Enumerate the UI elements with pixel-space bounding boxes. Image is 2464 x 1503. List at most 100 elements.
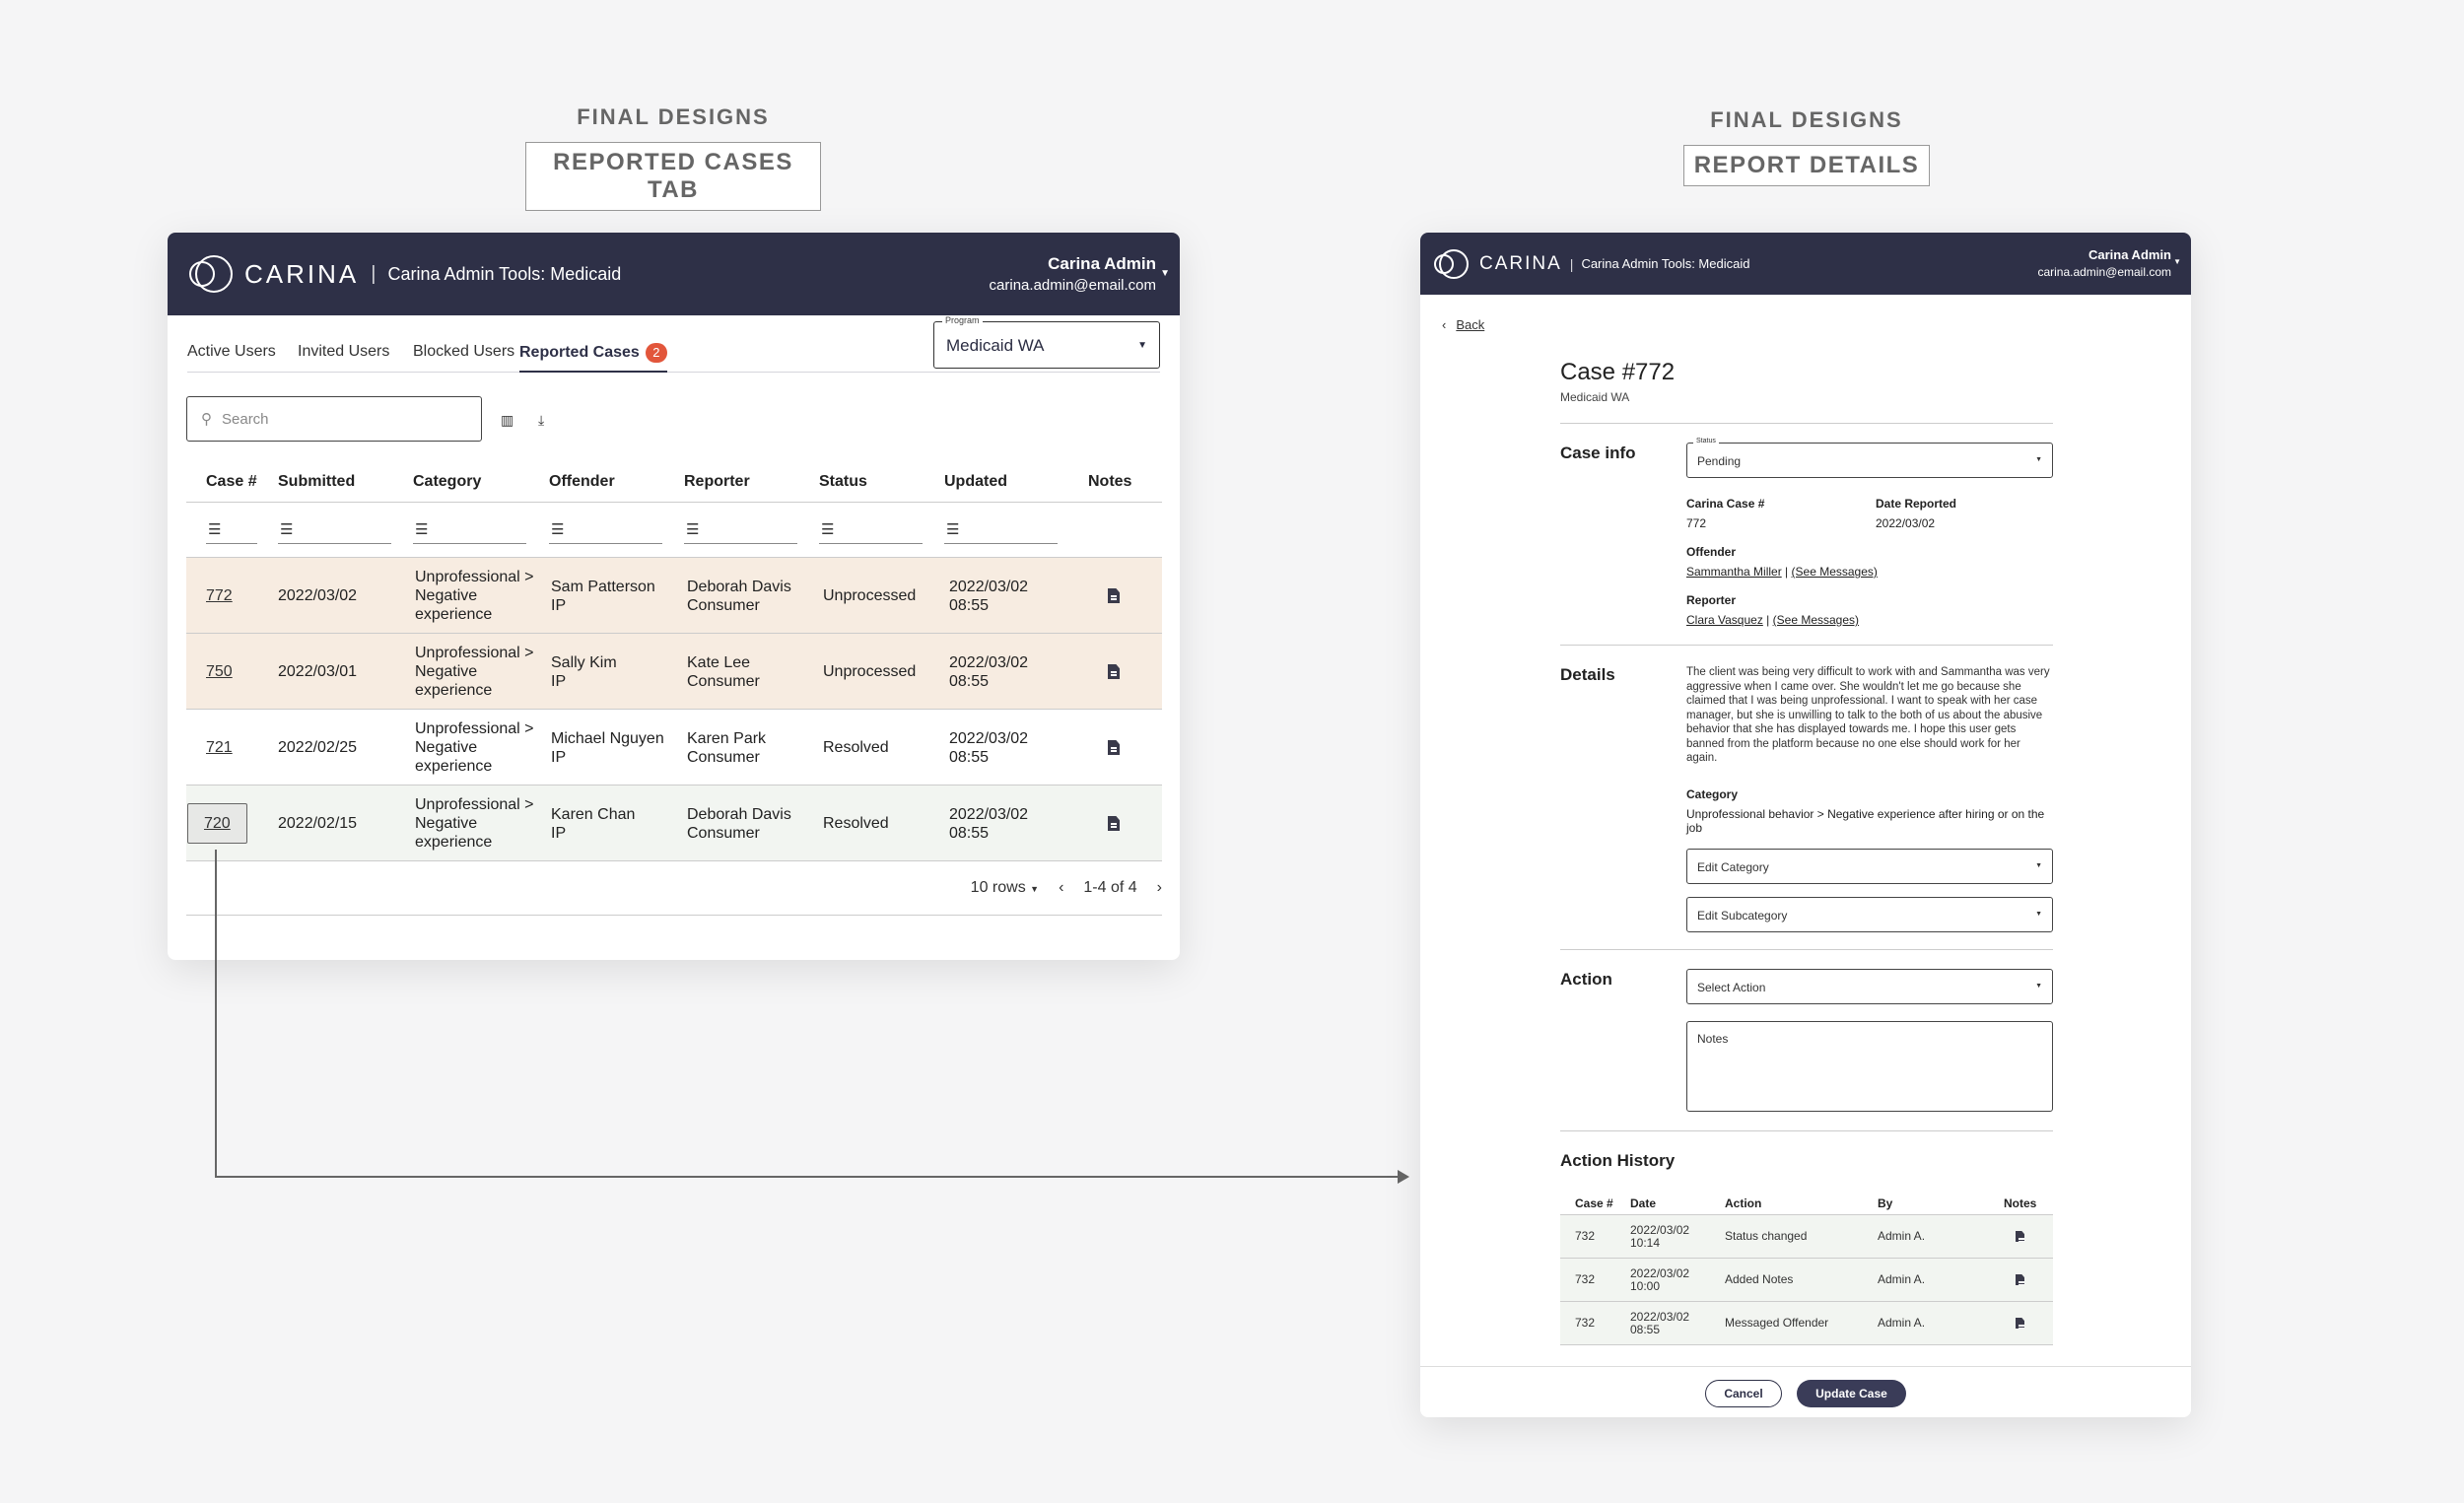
case-link[interactable]: 750 xyxy=(206,663,233,680)
tab-bar: Active Users Invited Users Blocked Users… xyxy=(187,315,1160,373)
history-date: 2022/03/02 xyxy=(1630,1222,1690,1237)
logo-text: CARINA xyxy=(1479,252,1562,274)
header-submitted[interactable]: Submitted xyxy=(278,473,356,490)
updated-time: 08:55 xyxy=(949,596,990,614)
footer-divider xyxy=(186,915,1162,916)
user-menu[interactable]: Carina Admin carina.admin@email.com ▼ xyxy=(990,254,1170,294)
caret-down-icon[interactable]: ▼ xyxy=(1160,268,1170,279)
filter-icon: ☰ xyxy=(686,521,700,538)
logo: CARINA xyxy=(189,251,359,297)
update-case-button[interactable]: Update Case xyxy=(1797,1380,1906,1407)
history-by: Admin A. xyxy=(1878,1272,1926,1286)
header-updated[interactable]: Updated xyxy=(944,473,1007,490)
header-category[interactable]: Category xyxy=(413,473,482,490)
toolbar: ⚲ Search ▥ ⤓ xyxy=(168,373,1180,461)
action-history-table: Case # Date Action By Notes 732 2022/03/… xyxy=(1560,1192,2053,1345)
history-header-date: Date xyxy=(1630,1196,1657,1210)
history-row: 732 2022/03/02 10:00 Added Notes Admin A. xyxy=(1560,1259,2053,1302)
select-action-select[interactable]: Select Action ▼ xyxy=(1686,969,2053,1004)
case-link[interactable]: 720 xyxy=(187,803,247,844)
notes-icon[interactable] xyxy=(1108,740,1120,755)
offender-role: IP xyxy=(551,596,567,614)
notes-textarea[interactable]: Notes xyxy=(1686,1021,2053,1112)
table-row[interactable]: 720 2022/02/15 Unprofessional > Negative e… xyxy=(186,785,1162,860)
history-by: Admin A. xyxy=(1878,1229,1926,1243)
filter-category[interactable]: ☰ xyxy=(413,520,526,544)
carina-logo-icon xyxy=(1434,246,1470,282)
header-status[interactable]: Status xyxy=(819,473,867,490)
reporter-link[interactable]: Clara Vasquez xyxy=(1686,613,1763,627)
back-label: Back xyxy=(1456,317,1485,332)
tab-active-users[interactable]: Active Users xyxy=(187,343,276,360)
offender-role: IP xyxy=(551,672,567,690)
filter-updated[interactable]: ☰ xyxy=(944,520,1058,544)
date-reported-value: 2022/03/02 xyxy=(1876,516,1936,530)
updated-time: 08:55 xyxy=(949,748,990,766)
history-case: 732 xyxy=(1575,1316,1596,1330)
notes-icon[interactable] xyxy=(2016,1318,2024,1329)
filter-submitted[interactable]: ☰ xyxy=(278,520,391,544)
footer-actions: Cancel Update Case xyxy=(1420,1366,2191,1417)
category-line: experience xyxy=(415,606,493,623)
divider xyxy=(1560,423,2053,424)
reporter-role: Consumer xyxy=(687,672,760,690)
notes-icon[interactable] xyxy=(1108,816,1120,831)
case-title: Case #772 xyxy=(1560,359,1676,385)
header-offender[interactable]: Offender xyxy=(549,473,615,490)
reporter-name: Kate Lee xyxy=(687,653,751,671)
page-range: 1-4 of 4 xyxy=(1083,879,1137,896)
app-header: CARINA | Carina Admin Tools: Medicaid Ca… xyxy=(168,233,1180,315)
left-caption: FINAL DESIGNS REPORTED CASES TAB xyxy=(525,104,821,211)
header-divider: | xyxy=(371,262,376,285)
notes-icon[interactable] xyxy=(1108,664,1120,679)
category-line: Unprofessional > xyxy=(415,569,534,585)
filter-reporter[interactable]: ☰ xyxy=(684,520,797,544)
user-menu[interactable]: Carina Admin carina.admin@email.com ▼ xyxy=(2037,247,2181,279)
tab-blocked-users[interactable]: Blocked Users xyxy=(413,343,515,360)
back-link[interactable]: ‹ Back xyxy=(1442,317,1484,332)
case-link[interactable]: 772 xyxy=(206,587,233,604)
app-header: CARINA | Carina Admin Tools: Medicaid Ca… xyxy=(1420,233,2191,295)
case-link[interactable]: 721 xyxy=(206,739,233,756)
updated-date: 2022/03/02 xyxy=(949,805,1029,823)
header-reporter[interactable]: Reporter xyxy=(684,473,750,490)
cancel-button[interactable]: Cancel xyxy=(1705,1380,1782,1407)
header-case[interactable]: Case # xyxy=(206,473,257,490)
columns-icon[interactable]: ▥ xyxy=(501,412,514,428)
offender-messages-link[interactable]: (See Messages) xyxy=(1791,565,1878,579)
reporter-name: Deborah Davis xyxy=(687,805,791,823)
rows-per-page-select[interactable]: 10 rows ▼ xyxy=(971,879,1039,897)
status-select[interactable]: Status Pending ▼ xyxy=(1686,438,2053,478)
table-row[interactable]: 750 2022/03/01 Unprofessional > Negative e… xyxy=(186,633,1162,709)
download-icon[interactable]: ⤓ xyxy=(538,412,545,428)
edit-subcategory-select[interactable]: Edit Subcategory ▼ xyxy=(1686,897,2053,932)
next-page-icon[interactable]: › xyxy=(1156,879,1162,896)
header-notes: Notes xyxy=(1088,473,1132,490)
offender-name: Sam Patterson xyxy=(551,578,655,595)
case-program: Medicaid WA xyxy=(1560,390,1630,404)
table-row[interactable]: 772 2022/03/02 Unprofessional > Negative e… xyxy=(186,557,1162,633)
reporter-messages-link[interactable]: (See Messages) xyxy=(1772,613,1860,627)
filter-status[interactable]: ☰ xyxy=(819,520,923,544)
tab-reported-cases[interactable]: Reported Cases 2 xyxy=(519,343,667,363)
notes-icon[interactable] xyxy=(2016,1274,2024,1285)
filter-case[interactable]: ☰ xyxy=(206,520,257,544)
offender-role: IP xyxy=(551,824,567,842)
tab-invited-users[interactable]: Invited Users xyxy=(298,343,390,360)
prev-page-icon[interactable]: ‹ xyxy=(1059,879,1064,896)
edit-category-select[interactable]: Edit Category ▼ xyxy=(1686,849,2053,884)
reported-count-badge: 2 xyxy=(645,343,667,363)
program-select[interactable]: Program Medicaid WA ▼ xyxy=(933,315,1160,369)
history-by: Admin A. xyxy=(1878,1316,1926,1330)
filter-offender[interactable]: ☰ xyxy=(549,520,662,544)
search-input[interactable]: ⚲ Search xyxy=(186,396,482,442)
table-row[interactable]: 721 2022/02/25 Unprofessional > Negative e… xyxy=(186,709,1162,785)
filter-icon: ☰ xyxy=(208,521,222,538)
program-label: Program xyxy=(942,315,983,325)
active-tab-indicator xyxy=(519,371,667,373)
notes-icon[interactable] xyxy=(2016,1231,2024,1242)
notes-icon[interactable] xyxy=(1108,588,1120,603)
offender-link[interactable]: Sammantha Miller xyxy=(1686,565,1782,579)
caret-down-icon[interactable]: ▼ xyxy=(2173,257,2181,266)
history-case: 732 xyxy=(1575,1272,1596,1286)
